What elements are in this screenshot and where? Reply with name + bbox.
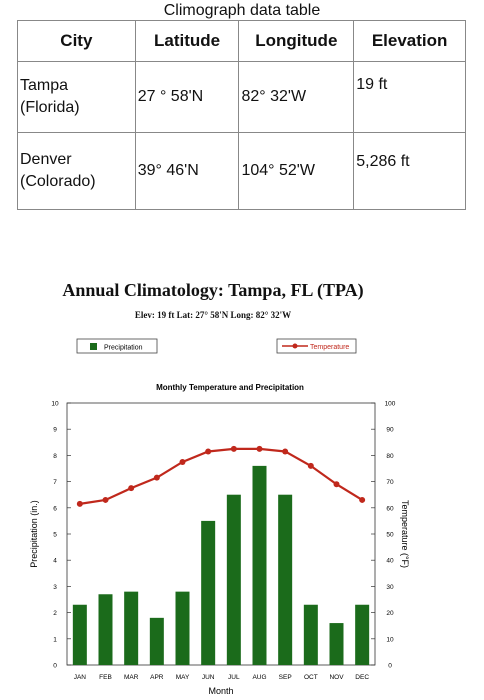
city-name: Denver: [20, 151, 72, 169]
y2-tick-label: 90: [386, 427, 394, 434]
elevation-cell: 19 ft: [353, 61, 466, 133]
temperature-point: [256, 445, 263, 452]
temperature-point: [179, 458, 186, 465]
x-tick-label: OCT: [304, 674, 318, 681]
precipitation-bar: [329, 623, 344, 665]
header-city: City: [17, 20, 136, 62]
city-name: Tampa: [20, 77, 69, 95]
y2-axis-label: Temperature (°F): [400, 500, 410, 568]
chart-subtitle: Elev: 19 ft Lat: 27° 58'N Long: 82° 32'W: [134, 310, 292, 320]
x-tick-label: FEB: [99, 674, 112, 681]
y-tick-label: 1: [53, 636, 57, 643]
temperature-point: [359, 496, 366, 503]
y2-tick-label: 100: [385, 401, 396, 408]
y2-tick-label: 50: [386, 532, 394, 539]
x-tick-label: MAY: [176, 674, 190, 681]
temperature-point: [307, 462, 314, 469]
x-tick-label: AUG: [252, 674, 266, 681]
y-tick-label: 0: [53, 663, 57, 670]
chart-title: Annual Climatology: Tampa, FL (TPA): [62, 280, 364, 300]
y-tick-label: 4: [53, 558, 57, 565]
x-tick-label: DEC: [355, 674, 369, 681]
header-elevation: Elevation: [353, 20, 466, 62]
city-state: (Colorado): [20, 173, 96, 190]
elevation-cell: 5,286 ft: [353, 132, 466, 210]
longitude-cell: 82° 32'W: [238, 61, 355, 133]
precipitation-bar: [124, 591, 139, 665]
legend-label-temperature: Temperature: [310, 344, 349, 351]
table-row: Denver (Colorado) 39° 46'N 104° 52'W 5,28…: [17, 132, 466, 210]
y2-tick-label: 80: [386, 453, 394, 460]
precipitation-bar: [149, 617, 164, 665]
climograph-data-table: City Latitude Longitude Elevation Tampa (…: [17, 20, 466, 210]
precipitation-bar: [98, 594, 113, 665]
temperature-point: [230, 445, 237, 452]
table-header-row: City Latitude Longitude Elevation: [17, 20, 466, 62]
header-latitude: Latitude: [134, 20, 240, 62]
precipitation-bar: [303, 604, 318, 665]
temperature-point: [76, 500, 83, 507]
y2-tick-label: 0: [388, 663, 392, 670]
legend-swatch-precipitation: [90, 343, 97, 350]
temperature-line: [79, 447, 363, 505]
y-axis-label: Precipitation (in.): [29, 500, 39, 568]
precipitation-bar: [72, 604, 87, 665]
y2-tick-label: 10: [386, 636, 394, 643]
y-tick-label: 5: [53, 532, 57, 539]
precipitation-bar: [355, 604, 370, 665]
temperature-point: [333, 481, 340, 488]
y-tick-label: 10: [51, 401, 59, 408]
x-axis-label: Month: [208, 686, 233, 696]
precipitation-bar: [278, 494, 293, 665]
precipitation-bar: [201, 520, 216, 665]
header-longitude: Longitude: [238, 20, 355, 62]
y-tick-label: 7: [53, 479, 57, 486]
latitude-cell: 39° 46'N: [134, 132, 240, 210]
x-tick-label: JAN: [74, 674, 87, 681]
legend-marker-temperature: [292, 343, 298, 349]
y-tick-label: 6: [53, 505, 57, 512]
y-tick-label: 9: [53, 427, 57, 434]
y-tick-label: 2: [53, 610, 57, 617]
table-row: Tampa (Florida) 27 ° 58'N 82° 32'W 19 ft: [17, 61, 466, 133]
precipitation-bar: [252, 465, 267, 665]
y-tick-label: 8: [53, 453, 57, 460]
temperature-point: [205, 448, 212, 455]
legend: Precipitation Temperature: [76, 338, 357, 354]
latitude-cell: 27 ° 58'N: [134, 61, 240, 133]
y2-tick-label: 20: [386, 610, 394, 617]
city-cell: Denver (Colorado): [17, 132, 136, 210]
longitude-cell: 104° 52'W: [238, 132, 355, 210]
y2-tick-label: 40: [386, 558, 394, 565]
x-tick-label: JUL: [228, 674, 240, 681]
x-tick-label: APR: [150, 674, 164, 681]
y-tick-label: 3: [53, 584, 57, 591]
y2-tick-label: 60: [386, 505, 394, 512]
city-state: (Florida): [20, 99, 80, 116]
precipitation-bar: [226, 494, 241, 665]
plot-title: Monthly Temperature and Precipitation: [156, 383, 304, 392]
y2-tick-label: 70: [386, 479, 394, 486]
temperature-point: [128, 485, 135, 492]
x-tick-label: MAR: [124, 674, 139, 681]
y2-tick-label: 30: [386, 584, 394, 591]
temperature-point: [282, 448, 289, 455]
temperature-point: [102, 496, 109, 503]
city-cell: Tampa (Florida): [17, 61, 136, 133]
legend-box-temperature: [276, 338, 357, 354]
x-tick-label: NOV: [329, 674, 344, 681]
plot-frame: [66, 402, 376, 666]
table-caption: Climograph data table: [163, 2, 321, 19]
legend-label-precipitation: Precipitation: [104, 345, 143, 352]
precipitation-bar: [175, 591, 190, 665]
temperature-point: [153, 474, 160, 481]
climograph-chart: Precipitation Temperature Monthly Temper…: [29, 338, 410, 697]
x-tick-label: SEP: [279, 674, 292, 681]
x-tick-label: JUN: [202, 674, 215, 681]
